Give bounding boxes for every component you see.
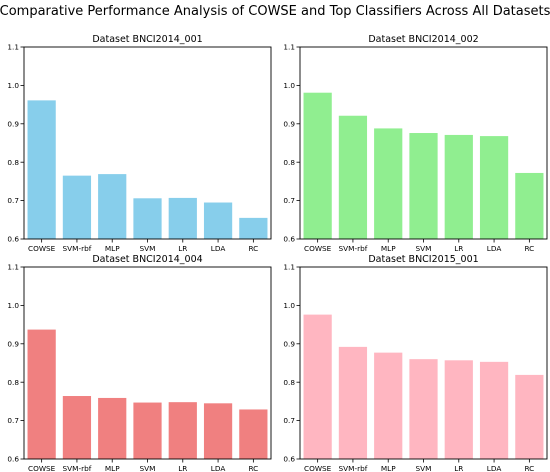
axes-frame [23,266,272,460]
y-tick-label: 0.8 [7,158,19,167]
chart-panel: Dataset BNCI2014_002 COWSE SVM-rbf MLP SVM LR… [283,34,548,253]
bar [27,100,56,239]
x-tick-label: COWSE [304,464,332,472]
y-tick-label: 0.6 [7,235,19,244]
chart-title: Dataset BNCI2014_002 [368,34,478,45]
x-tick-label: LR [178,464,187,472]
x-tick-label: MLP [105,464,120,472]
bar [409,359,438,459]
y-tick-label: 0.7 [7,196,19,205]
bar [27,329,56,459]
y-tick-label: 0.7 [283,196,295,205]
y-tick-label: 0.6 [283,455,295,464]
y-tick-label: 1.0 [7,81,19,90]
x-tick-label: SVM [416,244,432,253]
bar [98,397,127,459]
bar [62,175,92,239]
bar [409,133,438,239]
x-tick-label: RC [524,244,534,253]
x-tick-label: SVM [140,244,156,253]
bar [338,346,368,459]
bar [479,136,509,239]
y-tick-label: 0.8 [283,158,295,167]
x-tick-label: COWSE [28,464,56,472]
chart-title: Dataset BNCI2014_001 [92,34,202,45]
bar [444,360,473,459]
x-tick-label: LR [454,464,463,472]
y-tick-label: 0.8 [7,378,19,387]
x-tick-label: MLP [381,244,396,253]
y-tick-label: 0.9 [7,339,19,348]
x-tick-label: LR [454,244,463,253]
bar [62,396,92,459]
x-tick-label: MLP [381,464,396,472]
bar [338,115,368,239]
y-tick-label: 0.8 [283,378,295,387]
bar [203,403,233,459]
x-tick-label: SVM [416,464,432,472]
bar [133,198,162,239]
y-tick-label: 1.0 [283,81,295,90]
x-tick-label: LDA [211,464,226,472]
bar [98,174,127,239]
y-tick-label: 0.6 [283,235,295,244]
figure-title: Comparative Performance Analysis of COWS… [0,4,550,19]
bar [303,314,332,459]
x-tick-label: SVM-rbf [63,464,92,472]
bar [374,128,403,239]
y-tick-label: 1.1 [283,43,295,52]
x-tick-label: LR [178,244,187,253]
x-tick-label: MLP [105,244,120,253]
x-tick-label: SVM [140,464,156,472]
chart-panel: Dataset BNCI2014_001 COWSE SVM-rbf MLP SVM LR… [7,34,272,253]
bar [444,134,473,239]
y-tick-label: 0.9 [7,119,19,128]
bar [374,352,403,459]
y-tick-label: 0.7 [283,416,295,425]
bar [203,202,233,239]
x-tick-label: COWSE [304,244,332,253]
x-tick-label: LDA [487,244,502,253]
bar [168,402,197,459]
x-tick-label: RC [248,244,258,253]
chart-panel: Dataset BNCI2015_001 COWSE SVM-rbf MLP SVM LR… [283,254,548,472]
chart-title: Dataset BNCI2015_001 [368,254,478,265]
x-tick-label: LDA [487,464,502,472]
y-tick-label: 0.7 [7,416,19,425]
y-tick-label: 0.9 [283,119,295,128]
bar [239,409,268,459]
y-tick-label: 1.1 [283,263,295,272]
bar [133,402,162,459]
x-tick-label: SVM-rbf [63,244,92,253]
axes-frame [299,46,548,240]
bar [303,92,332,239]
axes-frame [299,266,548,460]
bar [479,361,509,459]
y-tick-label: 1.1 [7,43,19,52]
x-tick-label: RC [248,464,258,472]
bar [168,197,197,239]
chart-title: Dataset BNCI2014_004 [92,254,202,265]
y-tick-label: 1.0 [283,301,295,310]
x-tick-label: SVM-rbf [339,244,368,253]
axes-frame [23,46,272,240]
x-tick-label: RC [524,464,534,472]
bar [515,172,544,239]
y-tick-label: 0.9 [283,339,295,348]
y-tick-label: 1.1 [7,263,19,272]
x-tick-label: SVM-rbf [339,464,368,472]
x-tick-label: COWSE [28,244,56,253]
bar [239,217,268,239]
y-tick-label: 0.6 [7,455,19,464]
y-tick-label: 1.0 [7,301,19,310]
x-tick-label: LDA [211,244,226,253]
chart-panel: Dataset BNCI2014_004 COWSE SVM-rbf MLP SVM LR… [7,254,272,472]
bar [515,374,544,459]
